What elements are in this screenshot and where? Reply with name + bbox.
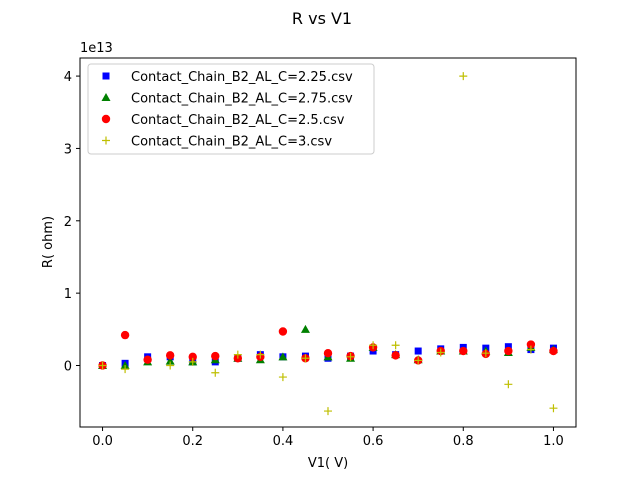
x-axis-label: V1( V) [308,456,348,471]
data-point [459,346,468,356]
data-point [188,352,197,362]
data-point [165,356,175,365]
data-point [278,327,288,336]
plot-frame [79,57,577,428]
data-point [369,341,378,350]
data-point [120,361,130,369]
data-point [301,354,310,363]
data-point [459,72,468,81]
legend-marker [101,93,111,101]
data-point [278,352,288,361]
x-tick-label: 0.2 [182,434,203,449]
data-point [414,356,423,365]
data-point [211,368,220,377]
data-point [143,355,152,364]
data-point [233,350,242,359]
data-point [300,324,310,333]
data-point [166,361,175,370]
legend-label: Contact_Chain_B2_AL_C=2.25.csv [131,70,353,85]
data-point [504,380,513,389]
data-markers [98,72,558,416]
y-tick-label: 2 [64,215,72,230]
data-point [504,346,513,356]
legend-item: Contact_Chain_B2_AL_C=3.csv [102,135,332,150]
data-point [346,352,355,361]
data-point [98,361,107,370]
legend-item: Contact_Chain_B2_AL_C=2.75.csv [101,92,353,107]
data-point [211,351,220,361]
legend-box [87,63,375,155]
legend-item: Contact_Chain_B2_AL_C=2.25.csv [102,70,353,85]
legend: Contact_Chain_B2_AL_C=2.25.csv Contact_Ch… [87,63,375,155]
y-tick-label: 0 [64,360,72,375]
data-point [278,373,287,382]
data-point [256,350,265,359]
legend-marker [101,114,111,124]
y-axis-label: R( ohm) [41,216,56,268]
data-point [549,346,558,356]
y-axis: 0 1 2 3 4 [64,70,80,375]
data-point [481,349,490,358]
data-point [504,343,512,351]
legend-marker [102,136,110,145]
data-point [120,330,130,340]
data-point [188,357,197,366]
legend-label: Contact_Chain_B2_AL_C=3.csv [131,135,332,150]
x-tick-label: 0.6 [363,434,384,449]
data-point [549,404,558,413]
x-tick-label: 0.4 [273,434,294,449]
legend-marker [102,72,110,80]
data-point [526,340,536,349]
x-tick-label: 0.8 [453,434,474,449]
data-point [391,341,400,350]
x-axis: 0.0 0.2 0.4 0.6 0.8 1.0 [92,427,564,449]
y-tick-label: 1 [64,287,72,302]
series-plus [98,72,558,416]
data-point [165,351,175,360]
y-scale-label: 1e13 [80,41,113,56]
x-tick-label: 1.0 [543,434,564,449]
y-tick-label: 3 [64,142,72,157]
legend-item: Contact_Chain_B2_AL_C=2.5.csv [101,113,345,128]
chart-title: R vs V1 [292,9,352,28]
data-point [391,351,400,360]
data-point [414,347,422,355]
y-tick-label: 4 [64,70,72,85]
data-point [436,348,445,357]
x-tick-label: 0.0 [92,434,113,449]
data-point [324,407,332,416]
legend-label: Contact_Chain_B2_AL_C=2.75.csv [131,92,353,107]
data-point [323,349,333,358]
legend-label: Contact_Chain_B2_AL_C=2.5.csv [131,113,345,128]
data-point [121,365,130,374]
data-point [526,345,535,354]
